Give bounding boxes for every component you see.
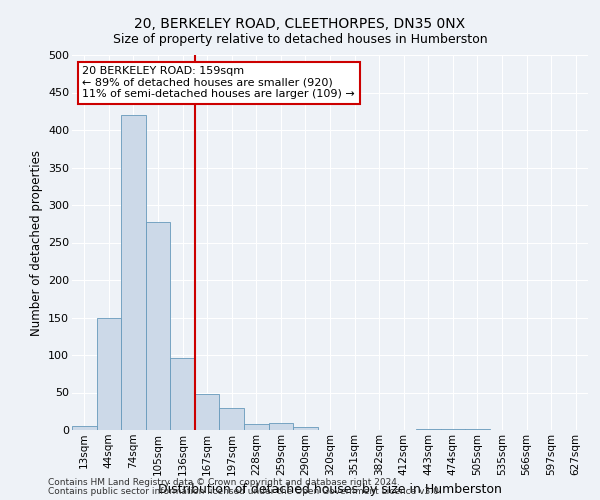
Bar	[293, 427, 318, 430]
Text: Contains HM Land Registry data © Crown copyright and database right 2024.: Contains HM Land Registry data © Crown c…	[48, 478, 400, 487]
Bar	[269, 422, 293, 430]
Text: Size of property relative to detached houses in Humberston: Size of property relative to detached ho…	[113, 32, 487, 46]
Bar	[72, 426, 97, 430]
Text: 20 BERKELEY ROAD: 159sqm
← 89% of detached houses are smaller (920)
11% of semi-: 20 BERKELEY ROAD: 159sqm ← 89% of detach…	[82, 66, 355, 100]
Y-axis label: Number of detached properties: Number of detached properties	[29, 150, 43, 336]
Bar	[416, 428, 440, 430]
Text: Contains public sector information licensed under the Open Government Licence v3: Contains public sector information licen…	[48, 487, 442, 496]
Bar	[440, 428, 465, 430]
Bar	[146, 222, 170, 430]
Text: 20, BERKELEY ROAD, CLEETHORPES, DN35 0NX: 20, BERKELEY ROAD, CLEETHORPES, DN35 0NX	[134, 18, 466, 32]
Bar	[121, 115, 146, 430]
X-axis label: Distribution of detached houses by size in Humberston: Distribution of detached houses by size …	[158, 483, 502, 496]
Bar	[220, 408, 244, 430]
Bar	[195, 394, 220, 430]
Bar	[97, 318, 121, 430]
Bar	[244, 424, 269, 430]
Bar	[170, 358, 195, 430]
Bar	[465, 429, 490, 430]
